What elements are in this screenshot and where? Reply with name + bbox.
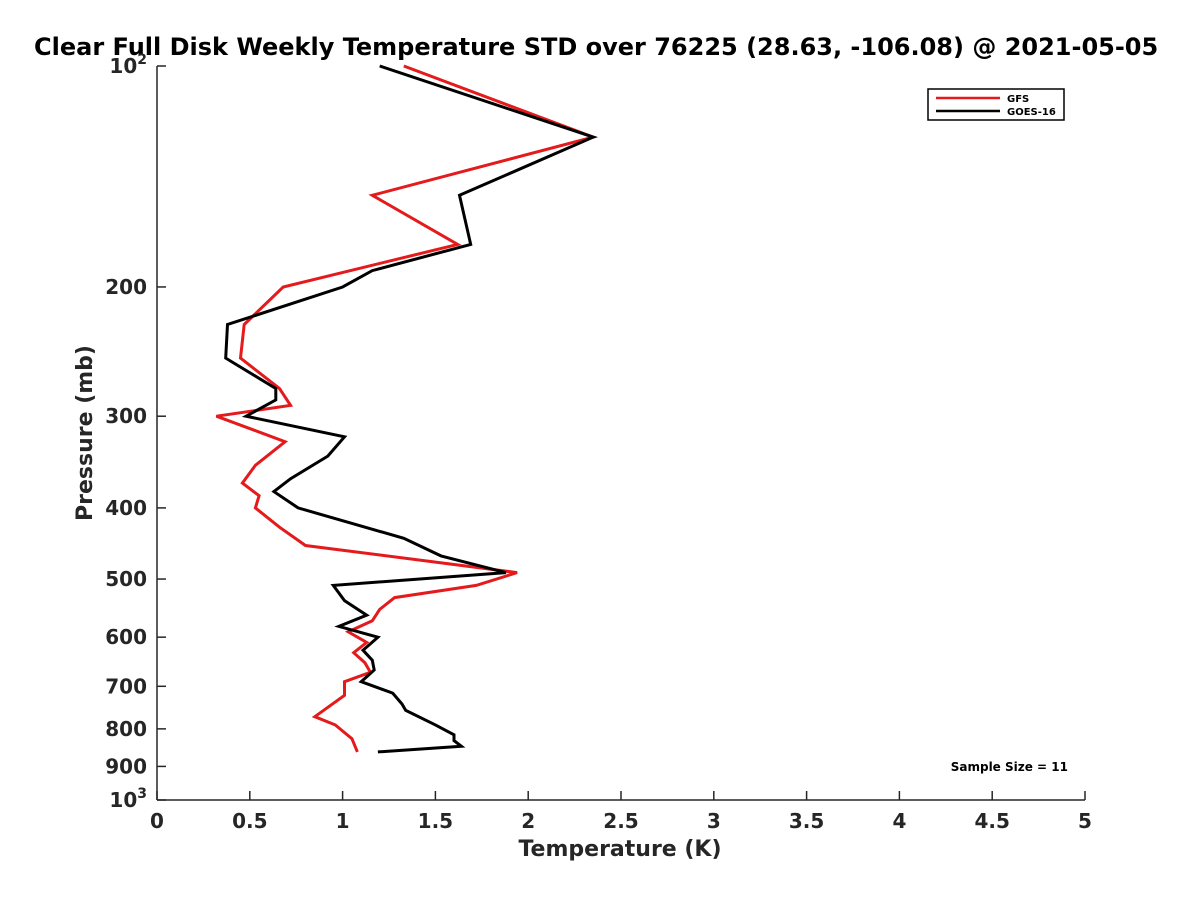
- chart-title: Clear Full Disk Weekly Temperature STD o…: [34, 33, 1158, 61]
- series-line-goes-16: [224, 64, 598, 754]
- y-axis-label: Pressure (mb): [73, 345, 98, 521]
- y-tick-label: 400: [105, 496, 147, 520]
- y-tick-label: 102: [109, 52, 147, 78]
- y-tick-label: 300: [105, 404, 147, 428]
- plot-area: [215, 64, 599, 754]
- y-tick-label: 103: [109, 786, 147, 812]
- x-tick-label: 5: [1078, 809, 1092, 833]
- legend-box: [927, 88, 1065, 121]
- x-axis-label: Temperature (K): [518, 837, 721, 862]
- legend-label: GFS: [1007, 94, 1029, 105]
- legend: GFS GOES-16: [927, 88, 1065, 121]
- y-tick-label: 900: [105, 754, 147, 778]
- series-line-gfs: [215, 64, 599, 753]
- sample-size-note: Sample Size = 11: [951, 760, 1068, 774]
- y-tick-label: 500: [105, 567, 147, 591]
- x-tick-label: 3: [707, 809, 721, 833]
- y-tick-label: 700: [105, 674, 147, 698]
- y-tick-label: 800: [105, 717, 147, 741]
- x-tick-label: 2.5: [603, 809, 638, 833]
- x-tick-label: 3.5: [789, 809, 824, 833]
- x-tick-label: 1.5: [418, 809, 453, 833]
- x-tick-label: 4: [892, 809, 906, 833]
- x-tick-label: 4.5: [974, 809, 1009, 833]
- y-tick-label: 600: [105, 625, 147, 649]
- x-axis: 0 0.5 1 1.5 2 2.5 3 3.5 4 4.5 5: [150, 791, 1092, 833]
- x-tick-label: 0.5: [232, 809, 267, 833]
- x-tick-label: 2: [521, 809, 535, 833]
- x-tick-label: 0: [150, 809, 164, 833]
- y-axis: 102 200 300 400 500 600 700 800 900 103: [105, 52, 166, 812]
- x-tick-label: 1: [336, 809, 350, 833]
- legend-label: GOES-16: [1007, 107, 1056, 118]
- y-tick-label: 200: [105, 275, 147, 299]
